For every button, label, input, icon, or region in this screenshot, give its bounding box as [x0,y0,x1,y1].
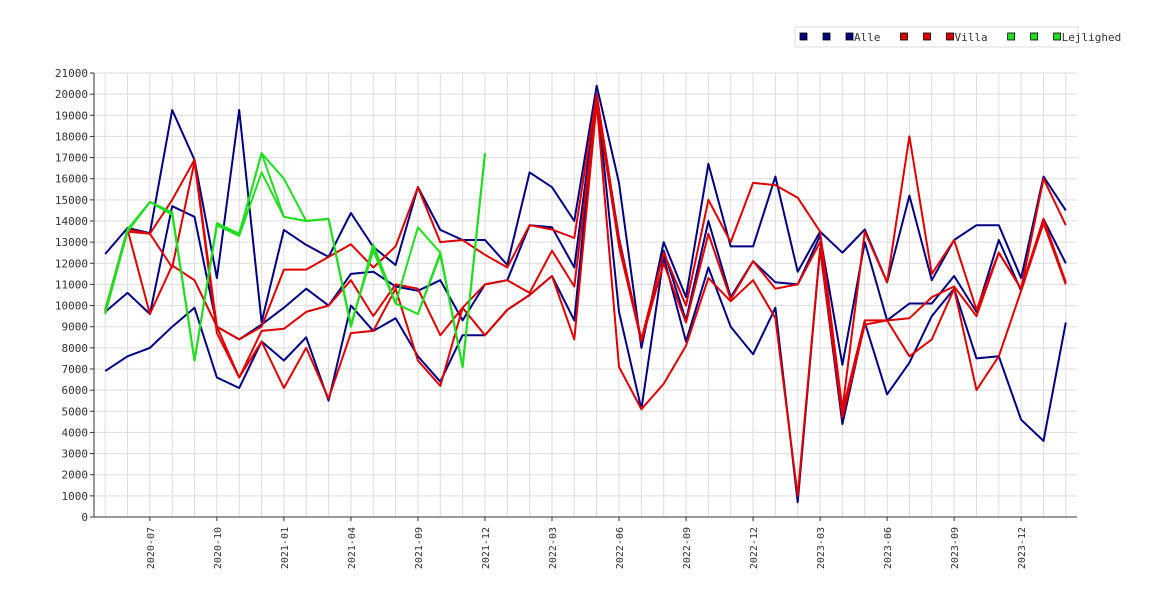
x-tick-label: 2022-03 [548,527,559,569]
x-tick-label: 2020-07 [146,527,157,569]
series-line [104,84,1067,349]
legend: Alle Villa Lejlighed [794,26,1122,48]
y-tick-label: 10000 [55,300,88,313]
legend-swatch [923,32,931,41]
legend-swatch [946,32,954,41]
legend-swatch [822,32,831,41]
y-tick-label: 19000 [55,109,88,122]
y-tick-label: 15000 [55,194,88,207]
x-tick-label: 2023-09 [950,527,961,569]
legend-label: Villa [955,31,988,44]
y-tick-label: 6000 [62,384,89,397]
legend-swatch [900,32,908,41]
legend-swatch [1053,32,1062,41]
x-tick-label: 2021-04 [347,527,358,569]
y-tick-label: 21000 [55,67,88,80]
y-tick-label: 2000 [62,469,89,482]
x-tick-label: 2021-12 [481,527,492,569]
x-tick-label: 2021-01 [280,527,291,569]
series-line [104,101,1067,413]
x-tick-label: 2022-09 [682,527,693,569]
series-line [104,101,1067,497]
x-tick-label: 2023-06 [883,527,894,569]
x-tick-label: 2022-06 [615,527,626,569]
series-line [104,152,486,368]
x-tick-label: 2020-10 [213,527,224,569]
y-tick-label: 20000 [55,88,88,101]
y-tick-label: 14000 [55,215,88,228]
y-tick-label: 18000 [55,130,88,143]
x-tick-label: 2023-12 [1017,527,1028,569]
legend-swatch [845,32,854,41]
y-tick-label: 1000 [62,490,89,503]
y-tick-label: 5000 [62,405,89,418]
y-tick-label: 3000 [62,448,89,461]
series-line [104,93,1067,504]
legend-swatch [1007,32,1016,41]
y-tick-label: 17000 [55,152,88,165]
y-tick-label: 11000 [55,278,88,291]
y-tick-label: 13000 [55,236,88,249]
y-tick-label: 0 [81,511,88,524]
series-line [104,93,1067,411]
y-tick-label: 16000 [55,173,88,186]
legend-swatch [1030,32,1039,41]
legend-box [794,26,1079,48]
x-tick-label: 2022-12 [749,527,760,569]
legend-label: Lejlighed [1062,31,1122,44]
y-tick-label: 9000 [62,321,89,334]
series-line [104,95,1067,366]
legend-label: Alle [854,31,881,44]
y-tick-label: 4000 [62,426,89,439]
y-tick-label: 12000 [55,257,88,270]
x-tick-label: 2021-09 [414,527,425,569]
y-tick-label: 8000 [62,342,89,355]
legend-swatch [799,32,808,41]
x-tick-label: 2023-03 [816,527,827,569]
y-tick-label: 7000 [62,363,89,376]
